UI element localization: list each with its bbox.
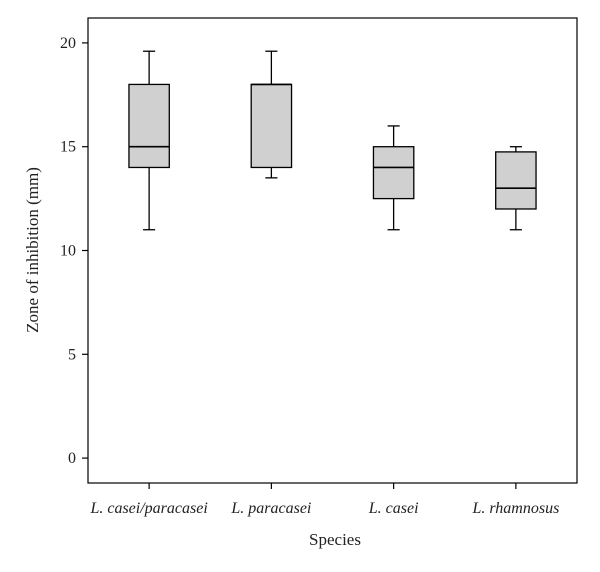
box-iqr [372, 146, 415, 200]
x-tick-label: L. paracasei [230, 500, 311, 517]
box-iqr [128, 83, 170, 169]
x-axis-title: Species [309, 530, 361, 549]
y-tick-label: 0 [68, 450, 76, 467]
x-tick-label: L. casei/paracasei [89, 500, 207, 517]
y-tick-label: 10 [60, 243, 76, 260]
box-group [495, 146, 537, 231]
box-iqr [250, 83, 293, 169]
box-group [372, 125, 415, 231]
box-group [128, 50, 170, 231]
x-axis: L. casei/paracasei L. paracasei L. casei L.… [89, 483, 559, 517]
box-group [250, 50, 293, 179]
box-iqr [495, 151, 537, 210]
y-tick-label: 15 [60, 139, 76, 156]
y-tick-label: 5 [68, 346, 76, 363]
x-tick-label: L. rhamnosus [471, 500, 559, 517]
x-tick-label: L. casei [368, 500, 419, 517]
y-axis-title: Zone of inhibition (mm) [23, 167, 42, 333]
y-tick-label: 20 [60, 35, 76, 52]
boxes [128, 50, 537, 231]
y-axis: 0 5 10 15 20 [60, 35, 88, 467]
